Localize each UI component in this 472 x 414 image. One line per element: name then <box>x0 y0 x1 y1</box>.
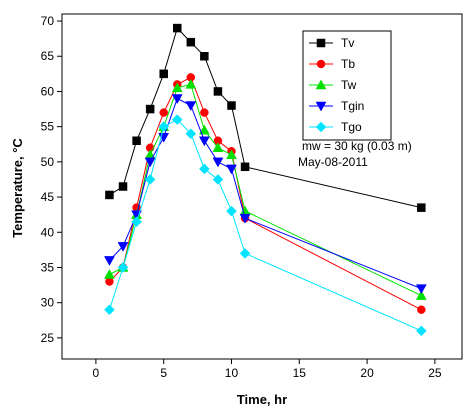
data-point-tv <box>240 162 250 172</box>
data-point-tgo <box>239 248 251 259</box>
data-point-tgo <box>185 128 197 140</box>
data-point-tw <box>144 149 156 160</box>
data-point-tgo <box>144 174 156 185</box>
data-point-tgo <box>117 262 129 273</box>
data-point-tgo <box>415 325 427 337</box>
data-point-tw <box>415 290 427 300</box>
data-point-tw <box>104 268 115 279</box>
legend-label: Tw <box>341 78 357 92</box>
data-point-tw <box>239 205 251 216</box>
data-point-tv <box>145 104 155 114</box>
data-point-tgo <box>199 163 210 175</box>
legend-label: Tb <box>341 57 355 71</box>
legend-item-tgo: Tgo <box>309 120 362 134</box>
data-point-tv <box>132 136 141 145</box>
legend: Tv Tb Tw Tgin Tgo <box>302 30 392 141</box>
legend-item-tgin: Tgin <box>309 99 364 113</box>
data-point-tgin <box>239 213 251 224</box>
x-tick-label: 15 <box>293 366 307 380</box>
x-tick-label: 20 <box>360 366 374 380</box>
data-point-tv <box>213 87 223 96</box>
data-point-tgo <box>158 121 170 133</box>
data-point-tgin <box>415 284 427 295</box>
data-point-tw <box>198 124 210 135</box>
y-tick-label: 60 <box>41 84 55 98</box>
data-point-tb <box>200 108 209 117</box>
x-tick-label: 10 <box>225 366 239 380</box>
legend-marker <box>315 79 327 90</box>
y-tick-label: 45 <box>41 190 55 204</box>
x-tick-label: 25 <box>428 366 442 380</box>
series-line-tgo <box>109 118 422 332</box>
data-point-tgo <box>226 205 237 217</box>
x-axis-title: Time, hr <box>237 392 287 407</box>
legend-marker <box>316 38 326 48</box>
y-tick-label: 65 <box>41 49 55 63</box>
data-point-tgo <box>212 174 224 185</box>
data-point-tgo <box>104 304 115 316</box>
data-point-tgin <box>212 157 224 168</box>
x-tick-label: 0 <box>93 366 100 380</box>
plot-frame <box>61 13 463 360</box>
data-point-tw <box>212 142 224 153</box>
y-tick-label: 30 <box>41 296 55 310</box>
data-point-tb <box>417 305 426 314</box>
data-point-tv <box>227 101 236 110</box>
legend-label: Tgin <box>341 99 364 113</box>
x-tick-label: 5 <box>160 366 167 380</box>
legend-item-tw: Tw <box>309 78 357 92</box>
y-tick-label: 55 <box>41 120 55 134</box>
y-tick-label: 50 <box>41 155 55 169</box>
legend-marker <box>315 101 327 112</box>
data-point-tv <box>105 190 114 200</box>
data-point-tw <box>226 149 237 160</box>
annotation-date: May-08-2011 <box>298 155 368 169</box>
data-point-tv <box>200 51 209 61</box>
data-point-tw <box>185 78 197 89</box>
legend-item-tv: Tv <box>309 36 354 50</box>
legend-item-tb: Tb <box>309 57 355 71</box>
data-point-tgo <box>171 114 183 125</box>
legend-marker <box>316 59 326 69</box>
y-tick-label: 35 <box>41 260 55 274</box>
y-axis-title: Temperature, °C <box>10 138 25 238</box>
series-tv <box>105 23 426 212</box>
y-tick-label: 70 <box>41 14 55 28</box>
annotation-mass: mw = 30 kg (0.03 m) <box>302 139 412 153</box>
data-point-tgin <box>185 101 197 112</box>
legend-label: Tv <box>341 36 354 50</box>
data-point-tgin <box>117 242 129 252</box>
data-point-tv <box>118 182 128 191</box>
data-point-tgin <box>226 164 237 175</box>
data-point-tgin <box>104 256 115 266</box>
series-tgo <box>104 114 427 337</box>
data-point-tgin <box>171 94 183 105</box>
data-point-tgo <box>131 216 142 228</box>
y-tick-label: 40 <box>41 225 55 239</box>
data-point-tb <box>159 108 168 117</box>
data-point-tgin <box>198 136 210 147</box>
data-point-tv <box>159 69 168 79</box>
y-axis: 25 30 35 40 45 50 55 60 65 70 <box>41 14 62 345</box>
legend-marker <box>315 121 327 133</box>
legend-label: Tgo <box>341 120 362 134</box>
data-point-tv <box>186 37 196 47</box>
y-tick-label: 25 <box>41 331 55 345</box>
data-point-tgin <box>144 157 156 168</box>
data-point-tv <box>173 23 182 33</box>
series-layer <box>104 23 427 337</box>
x-axis: 0 5 10 15 20 25 <box>93 359 442 380</box>
series-line-tv <box>109 27 422 209</box>
data-point-tv <box>417 203 426 212</box>
data-point-tw <box>171 82 183 93</box>
